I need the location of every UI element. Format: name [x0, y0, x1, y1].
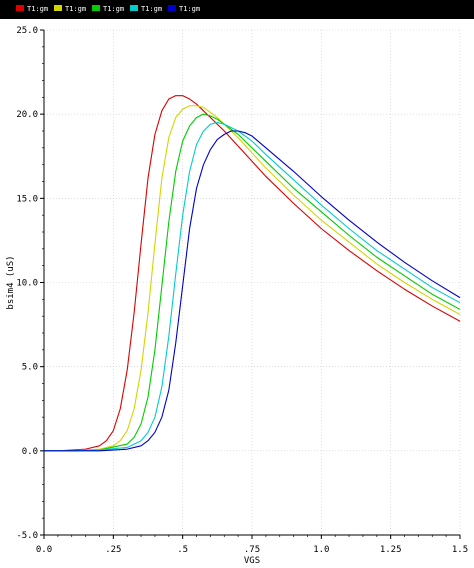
series-line-4	[44, 122, 461, 452]
x-tick-label: .5	[177, 545, 188, 555]
series-line-5	[44, 130, 461, 452]
series-lines	[44, 95, 461, 452]
y-tick-label: -5.0	[16, 531, 38, 541]
y-tick-label: 10.0	[16, 279, 38, 289]
legend-swatch	[168, 5, 176, 11]
legend-bar	[0, 0, 474, 19]
series-line-3	[44, 113, 461, 452]
series-line-2	[44, 105, 461, 452]
series-line-1	[44, 95, 461, 452]
x-tick-label: 1.0	[313, 545, 329, 555]
x-tick-label: .75	[244, 545, 260, 555]
y-tick-label: 5.0	[22, 363, 38, 373]
legend-swatch	[92, 5, 100, 11]
y-tick-label: 20.0	[16, 110, 38, 120]
y-tick-label: 0.0	[22, 447, 38, 457]
x-tick-label: .25	[105, 545, 121, 555]
grid	[43, 29, 461, 536]
legend-label: T1:gm	[103, 5, 124, 13]
x-axis-label: VGS	[244, 556, 260, 566]
legend-label: T1:gm	[65, 5, 86, 13]
legend-label: T1:gm	[27, 5, 48, 13]
legend-label: T1:gm	[179, 5, 200, 13]
legend-swatch	[16, 5, 24, 11]
legend: T1:gm T1:gm T1:gm T1:gm T1:gm	[16, 5, 200, 13]
y-tick-label: 15.0	[16, 194, 38, 204]
x-tick-label: 1.5	[452, 545, 468, 555]
legend-label: T1:gm	[141, 5, 162, 13]
x-tick-label: 1.25	[380, 545, 402, 555]
tick-labels: 0.0 .25 .5 .75 1.0 1.25 1.5 -5.0 0.0 5.0 10.0 15.0 2…	[16, 26, 468, 555]
x-tick-label: 0.0	[36, 545, 52, 555]
y-tick-label: 25.0	[16, 26, 38, 36]
y-axis-label: bsim4 (uS)	[6, 255, 16, 309]
legend-swatch	[54, 5, 62, 11]
legend-swatch	[130, 5, 138, 11]
